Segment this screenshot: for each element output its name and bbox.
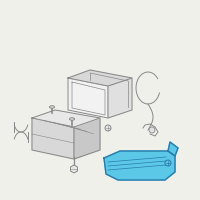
Polygon shape bbox=[68, 70, 132, 86]
Ellipse shape bbox=[50, 106, 54, 108]
Polygon shape bbox=[104, 151, 175, 180]
Circle shape bbox=[149, 127, 155, 133]
Ellipse shape bbox=[70, 118, 74, 120]
Polygon shape bbox=[168, 142, 178, 156]
Circle shape bbox=[105, 125, 111, 131]
Polygon shape bbox=[32, 118, 74, 159]
Polygon shape bbox=[32, 110, 100, 127]
Polygon shape bbox=[74, 118, 100, 159]
Circle shape bbox=[165, 160, 171, 166]
Polygon shape bbox=[68, 78, 108, 118]
Polygon shape bbox=[108, 78, 132, 118]
